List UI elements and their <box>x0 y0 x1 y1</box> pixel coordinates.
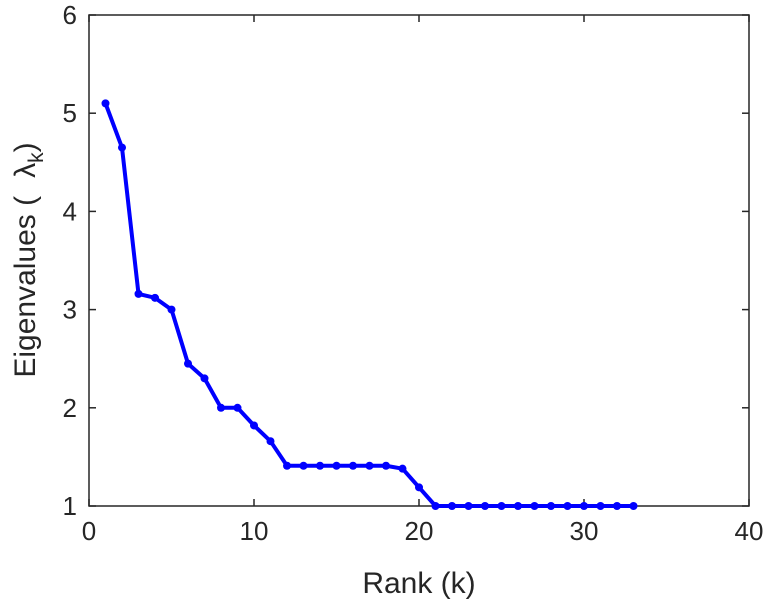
data-point <box>184 359 192 368</box>
data-point <box>316 461 324 470</box>
data-point <box>382 461 390 470</box>
data-point <box>398 464 407 473</box>
data-point <box>217 403 225 412</box>
data-point <box>596 502 605 510</box>
y-axis-title-symbol: λ <box>9 163 42 178</box>
data-point <box>547 502 555 510</box>
data-point <box>448 502 456 510</box>
data-point <box>283 461 291 470</box>
data-point <box>530 502 539 510</box>
y-tick-label: 5 <box>63 98 77 128</box>
data-point <box>514 502 522 510</box>
y-axis-title-prefix: Eigenvalues ( <box>9 196 42 378</box>
data-point <box>134 289 143 298</box>
data-point <box>118 143 126 152</box>
series-layer <box>101 99 638 510</box>
plot-frame <box>88 14 750 507</box>
data-point <box>299 461 308 470</box>
data-point <box>332 461 341 470</box>
y-tick-label: 3 <box>63 295 77 325</box>
data-point <box>365 461 374 470</box>
y-tick-label: 6 <box>63 0 77 30</box>
y-axis-ticks: 1 2 3 4 5 6 <box>63 0 749 521</box>
data-point <box>167 305 176 314</box>
data-point <box>250 421 258 430</box>
data-point <box>200 374 209 383</box>
data-point <box>415 483 423 492</box>
x-tick-label: 0 <box>82 516 96 546</box>
y-tick-label: 4 <box>63 196 77 226</box>
data-point <box>481 502 489 510</box>
y-axis-title: Eigenvalues ( λk) <box>9 142 48 377</box>
data-point <box>464 502 473 510</box>
x-tick-label: 20 <box>405 516 434 546</box>
data-point <box>349 461 357 470</box>
data-point <box>233 403 242 412</box>
data-point <box>497 502 506 510</box>
x-axis-ticks: 0 10 20 30 40 <box>82 15 764 546</box>
y-tick-label: 2 <box>63 393 77 423</box>
x-tick-label: 30 <box>570 516 599 546</box>
data-point <box>431 502 440 510</box>
data-point <box>580 502 588 510</box>
x-tick-label: 40 <box>735 516 764 546</box>
series-line <box>103 102 634 508</box>
data-point <box>101 99 110 108</box>
x-axis-title: Rank (k) <box>362 567 475 600</box>
data-point <box>563 502 572 510</box>
data-point <box>613 502 621 510</box>
y-axis-title-suffix: ) <box>9 142 42 152</box>
y-tick-label: 1 <box>63 491 77 521</box>
data-point <box>629 502 638 510</box>
data-point <box>266 437 275 446</box>
data-point <box>151 293 159 302</box>
y-axis-title-subscript: k <box>25 152 48 163</box>
x-tick-label: 10 <box>240 516 269 546</box>
